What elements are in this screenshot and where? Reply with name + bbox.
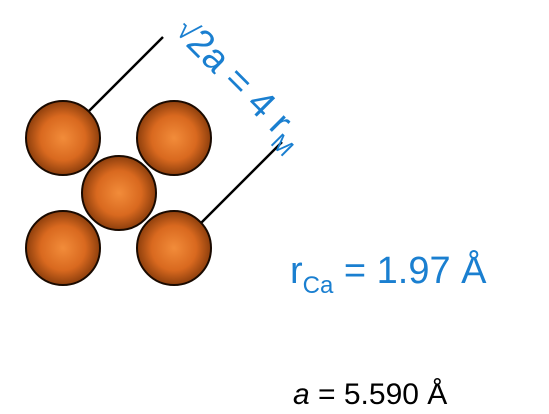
diagonal-line-lower: [200, 141, 283, 224]
atom-top-left: [25, 100, 101, 176]
radius-r: r: [290, 250, 303, 292]
lattice-constant-label: a = 5.590 Å: [293, 378, 447, 411]
atom-top-right: [136, 100, 212, 176]
atom-center: [81, 155, 157, 231]
atom-bottom-right: [136, 210, 212, 286]
atom-bottom-left: [25, 210, 101, 286]
radius-subscript: Ca: [303, 272, 334, 299]
lattice-value: = 5.590 Å: [310, 378, 448, 411]
diagonal-line-upper: [88, 36, 164, 112]
radius-value: = 1.97 Å: [333, 248, 487, 292]
radius-label: rCa = 1.97 Å: [290, 248, 487, 299]
lattice-variable: a: [293, 378, 310, 411]
